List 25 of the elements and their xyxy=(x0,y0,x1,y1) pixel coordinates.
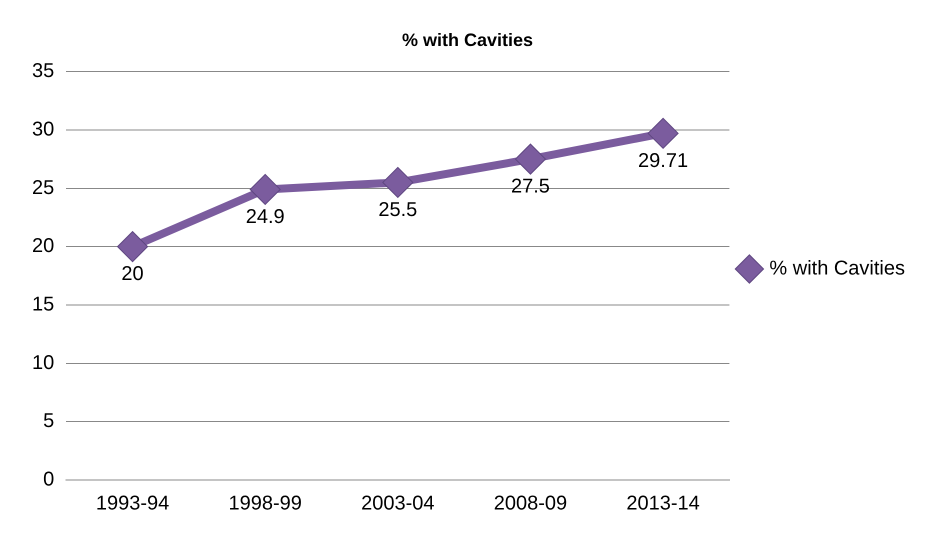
x-tick-label: 2003-04 xyxy=(361,492,435,515)
chart-title: % with Cavities xyxy=(402,30,534,50)
data-label: 29.71 xyxy=(638,150,688,172)
point xyxy=(514,144,546,175)
x-tick-label: 2008-09 xyxy=(494,492,568,515)
y-tick-label: 0 xyxy=(43,468,54,491)
point xyxy=(117,231,148,262)
y-tick-label: 20 xyxy=(32,235,54,258)
y-tick-label: 15 xyxy=(32,293,54,316)
y-tick-label: 10 xyxy=(32,352,54,374)
data-label: 25.5 xyxy=(378,198,418,221)
legend-label: % with Cavities xyxy=(769,258,906,280)
x-tick-label: 2013-14 xyxy=(626,492,700,515)
point xyxy=(382,166,414,198)
y-tick-label: 25 xyxy=(32,176,54,199)
x-tick-label: 1993-94 xyxy=(96,492,170,515)
y-tick-label: 30 xyxy=(32,118,54,140)
y-tick-label: 5 xyxy=(43,410,54,432)
point xyxy=(250,174,281,205)
y-tick-label: 35 xyxy=(32,60,54,82)
data-label: 20 xyxy=(121,263,144,286)
point xyxy=(648,118,679,149)
data-label: 27.5 xyxy=(510,176,550,198)
x-tick-label: 1998-99 xyxy=(228,492,302,515)
data-label: 24.9 xyxy=(246,206,285,228)
